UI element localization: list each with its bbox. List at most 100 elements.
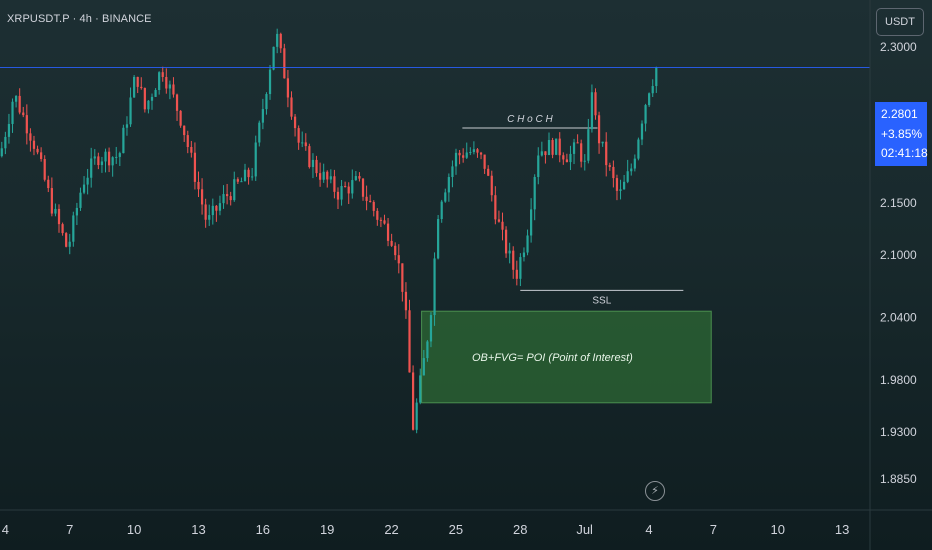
candle-body [336,191,340,200]
y-tick-label: 2.3000 [880,40,917,54]
candle-body [304,142,307,147]
candle-body [494,195,497,220]
candle-body [25,115,28,134]
candle-body [572,142,576,154]
candle-body [597,115,601,144]
candle-body [408,310,411,373]
candle-body [447,177,450,193]
x-tick-label: 13 [191,522,205,537]
candle-body [580,143,583,162]
candle-body [501,221,504,230]
candle-body [390,240,393,246]
candle-body [57,208,61,225]
currency-button[interactable]: USDT [876,8,924,36]
candle-body [197,181,200,190]
candle-body [54,208,57,214]
candle-body [326,171,329,180]
candle-body [150,96,154,101]
candle-body [254,142,257,177]
candle-body [576,142,579,144]
candle-body [619,189,622,191]
candle-body [11,101,14,124]
candle-body [504,229,508,254]
y-tick-label: 1.9300 [880,425,917,439]
candle-body [47,179,50,189]
candle-body [32,140,36,149]
candle-body [226,194,229,197]
candle-body [286,78,290,98]
current-price-badge: 2.2801 +3.85% 02:41:18 [875,102,928,166]
candle-body [218,203,222,211]
candle-body [229,196,232,201]
candle-body [125,124,129,128]
candle-body [93,156,96,159]
candle-body [454,152,458,167]
candle-body [562,155,565,160]
poi-zone-label: OB+FVG= POI (Point of Interest) [472,352,633,364]
candle-body [43,159,46,180]
candle-body [283,48,286,79]
candle-body [322,171,325,180]
candle-body [329,176,332,180]
candle-body [583,160,586,162]
candle-body [429,315,433,342]
candle-body [122,127,125,154]
y-tick-label: 2.0400 [880,310,917,324]
candle-body [354,176,357,181]
x-tick-label: 10 [771,522,785,537]
candle-body [651,86,654,94]
candle-body [272,46,275,70]
candle-body [243,169,247,182]
candle-body [86,177,89,185]
candle-body [204,204,207,220]
candle-body [344,186,347,188]
candle-body [4,136,7,149]
candle-body [569,153,572,163]
candle-body [522,252,526,258]
x-tick-label: 4 [645,522,652,537]
candle-body [90,158,93,178]
candle-body [222,194,225,204]
candle-body [397,255,400,264]
x-tick-label: 22 [384,522,398,537]
annotation-layer: OB+FVG= POI (Point of Interest) C H o C H… [421,114,712,404]
symbol-title[interactable]: XRPUSDT.P · 4h · BINANCE [7,13,152,25]
candle-body [608,165,611,167]
candle-body [36,148,39,153]
lightning-icon[interactable]: ⚡︎ [645,481,665,501]
candle-body [186,135,189,147]
candle-body [612,166,615,179]
candle-body [508,250,511,254]
candle-body [426,341,429,359]
candle-body [14,95,18,102]
candle-body [18,95,21,113]
candle-body [462,155,465,158]
candle-body [558,138,561,156]
candle-body [472,149,476,153]
candle-body [640,123,644,140]
candle-body [308,146,311,168]
candle-body [451,166,454,178]
candle-body [547,140,551,156]
candle-body [251,176,254,178]
candle-body [240,181,243,183]
candle-body [111,157,114,166]
candle-body [311,159,315,168]
candle-body [415,402,418,430]
candle-body [479,152,483,155]
candle-body [490,175,493,196]
candle-body [179,110,182,126]
candle-body [279,33,282,49]
candle-body [401,263,404,292]
candle-body [497,219,501,222]
candle-body [118,153,121,157]
x-tick-label: 28 [513,522,527,537]
candle-body [565,159,568,163]
candle-countdown: 02:41:18 [881,146,928,160]
candle-body [265,94,268,110]
y-tick-label: 1.9800 [880,373,917,387]
candle-body [372,201,375,211]
candle-body [526,235,529,253]
candle-body [175,94,179,111]
